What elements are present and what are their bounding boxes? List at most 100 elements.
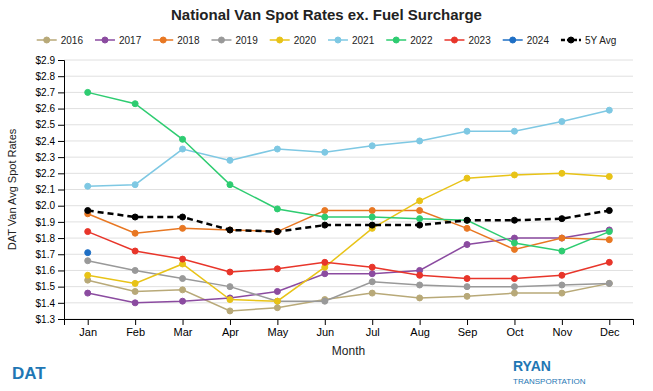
y-tick: $2.0 xyxy=(36,200,64,211)
series-line xyxy=(88,280,610,311)
series xyxy=(85,208,613,235)
y-tick-mark xyxy=(58,222,64,223)
x-tick: Jul xyxy=(366,319,380,338)
series-point xyxy=(227,227,233,233)
series-point xyxy=(180,225,186,231)
legend-marker xyxy=(335,37,341,43)
legend-marker xyxy=(277,37,283,43)
series-point xyxy=(132,288,138,294)
legend-marker xyxy=(451,37,457,43)
legend-item: 2021 xyxy=(328,35,375,46)
series-point xyxy=(464,217,470,223)
series-point xyxy=(511,276,517,282)
legend-label: 2017 xyxy=(119,35,142,46)
series-line xyxy=(88,173,610,301)
y-tick-mark xyxy=(58,238,64,239)
series-point xyxy=(274,229,280,235)
grid-line xyxy=(64,270,633,271)
y-tick-mark xyxy=(58,254,64,255)
y-tick-label: $1.8 xyxy=(36,233,56,244)
series-point xyxy=(369,214,375,220)
x-tick-label: May xyxy=(267,326,288,338)
series-point xyxy=(227,284,233,290)
x-tick-label: Oct xyxy=(506,326,523,338)
series-point xyxy=(132,214,138,220)
series-point xyxy=(511,246,517,252)
y-tick: $2.3 xyxy=(36,152,64,163)
y-tick-label: $1.6 xyxy=(36,265,56,276)
series-point xyxy=(464,284,470,290)
series-point xyxy=(606,208,612,214)
y-tick-mark xyxy=(58,76,64,77)
x-tick-mark xyxy=(514,319,515,325)
grid-line xyxy=(64,60,633,61)
series-point xyxy=(464,276,470,282)
series-point xyxy=(464,242,470,248)
x-tick-label: Nov xyxy=(553,326,573,338)
series-point xyxy=(322,208,328,214)
y-tick-mark xyxy=(58,319,64,320)
y-tick-label: $2.5 xyxy=(36,119,56,130)
series-point xyxy=(559,272,565,278)
y-tick: $1.5 xyxy=(36,281,64,292)
series-point xyxy=(85,258,91,264)
y-tick-mark xyxy=(58,190,64,191)
series-point xyxy=(274,305,280,311)
series-point xyxy=(322,271,328,277)
x-tick-mark xyxy=(609,319,610,325)
series-point xyxy=(132,248,138,254)
series-point xyxy=(132,101,138,107)
y-tick-mark xyxy=(58,303,64,304)
x-axis-title: Month xyxy=(332,344,365,358)
x-tick: Dec xyxy=(600,319,620,338)
y-tick: $1.7 xyxy=(36,249,64,260)
series-point xyxy=(606,280,612,286)
y-tick: $2.6 xyxy=(36,103,64,114)
y-tick: $1.9 xyxy=(36,217,64,228)
chart-svg: JanFebMarAprMayJunJulAugSepOctNovDec$1.3… xyxy=(0,0,653,391)
plot-area: JanFebMarAprMayJunJulAugSepOctNovDec$1.3… xyxy=(36,55,634,338)
y-tick-mark xyxy=(58,173,64,174)
y-tick-label: $1.4 xyxy=(36,298,56,309)
y-tick-label: $1.7 xyxy=(36,249,56,260)
y-tick: $2.7 xyxy=(36,87,64,98)
series-point xyxy=(227,182,233,188)
grid-line xyxy=(64,140,633,141)
x-tick-mark xyxy=(183,319,184,325)
series-point xyxy=(85,250,91,256)
legend-item: 2019 xyxy=(211,35,258,46)
y-tick-mark xyxy=(58,92,64,93)
series-point xyxy=(369,222,375,228)
x-tick-label: Dec xyxy=(600,326,620,338)
grid-line xyxy=(64,92,633,93)
series-line xyxy=(88,211,610,232)
y-tick-mark xyxy=(58,287,64,288)
series-point xyxy=(180,214,186,220)
series-point xyxy=(180,298,186,304)
series-point xyxy=(606,259,612,265)
y-tick-label: $2.7 xyxy=(36,87,56,98)
series-point xyxy=(274,266,280,272)
chart-container: JanFebMarAprMayJunJulAugSepOctNovDec$1.3… xyxy=(0,0,653,391)
x-tick: Apr xyxy=(222,319,239,338)
series-point xyxy=(227,227,233,233)
y-tick-label: $2.3 xyxy=(36,152,56,163)
annotation: DAT xyxy=(12,364,46,383)
y-axis: $1.3$1.4$1.5$1.6$1.7$1.8$1.9$2.0$2.1$2.2… xyxy=(36,55,65,325)
x-tick: Jun xyxy=(316,319,334,338)
y-tick: $1.3 xyxy=(36,314,64,325)
series-point xyxy=(180,287,186,293)
series-line xyxy=(88,92,610,251)
x-tick-label: Aug xyxy=(410,326,430,338)
series-point xyxy=(85,183,91,189)
series-point xyxy=(606,229,612,235)
legend-marker xyxy=(102,37,108,43)
grid-line xyxy=(64,76,633,77)
y-tick: $2.4 xyxy=(36,136,64,147)
series-point xyxy=(464,293,470,299)
series-point xyxy=(85,89,91,95)
x-tick-mark xyxy=(467,319,468,325)
x-tick: Aug xyxy=(410,319,430,338)
series-point xyxy=(559,248,565,254)
series-point xyxy=(227,308,233,314)
